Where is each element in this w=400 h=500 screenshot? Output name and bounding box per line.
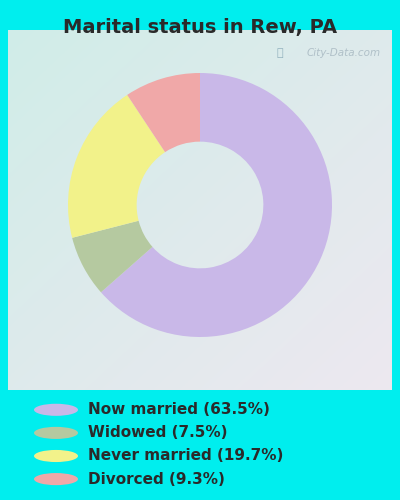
- Text: Widowed (7.5%): Widowed (7.5%): [88, 426, 228, 440]
- Circle shape: [34, 473, 78, 485]
- Text: ⓘ: ⓘ: [277, 48, 284, 58]
- Text: Marital status in Rew, PA: Marital status in Rew, PA: [63, 18, 337, 36]
- Wedge shape: [101, 73, 332, 337]
- Text: City-Data.com: City-Data.com: [306, 48, 380, 58]
- Text: Now married (63.5%): Now married (63.5%): [88, 402, 270, 417]
- Wedge shape: [68, 95, 165, 238]
- Wedge shape: [72, 221, 152, 292]
- Circle shape: [34, 404, 78, 416]
- Wedge shape: [127, 73, 200, 152]
- Circle shape: [34, 450, 78, 462]
- Circle shape: [34, 427, 78, 439]
- Text: Never married (19.7%): Never married (19.7%): [88, 448, 283, 464]
- Text: Divorced (9.3%): Divorced (9.3%): [88, 472, 225, 486]
